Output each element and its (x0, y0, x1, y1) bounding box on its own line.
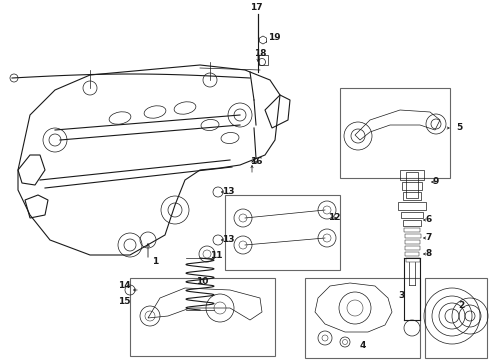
Text: 8: 8 (425, 249, 431, 258)
Text: 19: 19 (268, 33, 281, 42)
Bar (404, 228, 420, 232)
Text: 13: 13 (222, 188, 235, 197)
Bar (403, 220, 421, 226)
Bar (225, 195, 340, 270)
Text: 3: 3 (398, 291, 404, 300)
Text: 9: 9 (432, 177, 439, 186)
Text: 11: 11 (210, 252, 222, 261)
Bar (400, 170, 424, 180)
Bar (398, 202, 426, 210)
Text: 12: 12 (328, 213, 341, 222)
Bar (405, 246, 419, 250)
Text: 4: 4 (360, 341, 367, 350)
Bar (405, 252, 419, 256)
Bar (406, 258, 419, 262)
Text: 10: 10 (196, 278, 208, 287)
Text: 15: 15 (118, 297, 130, 306)
Text: 5: 5 (456, 123, 462, 132)
Bar (305, 278, 420, 358)
Text: 6: 6 (425, 216, 431, 225)
Bar (340, 88, 450, 178)
Text: 17: 17 (250, 4, 263, 13)
Text: 2: 2 (458, 301, 464, 310)
Bar (401, 212, 423, 218)
Text: 14: 14 (118, 280, 131, 289)
Text: 18: 18 (254, 49, 267, 58)
Text: 1: 1 (152, 257, 158, 266)
Bar (402, 182, 422, 190)
Text: 16: 16 (250, 158, 263, 166)
Bar (405, 240, 420, 244)
Bar (403, 192, 421, 200)
Bar (406, 172, 418, 198)
Bar (405, 234, 420, 238)
Bar (130, 278, 275, 356)
Text: 13: 13 (222, 235, 235, 244)
Text: 7: 7 (425, 234, 431, 243)
Bar (425, 278, 487, 358)
